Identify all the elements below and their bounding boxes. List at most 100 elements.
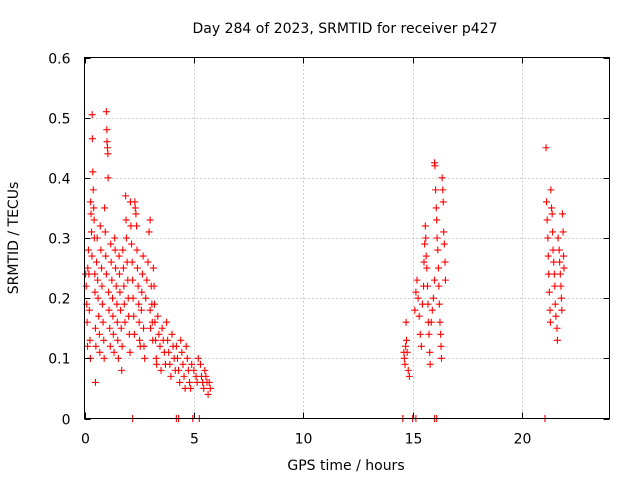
data-point: [550, 270, 558, 278]
data-point: [437, 330, 445, 338]
data-point: [416, 330, 424, 338]
data-point: [118, 366, 126, 374]
data-point: [165, 348, 173, 356]
data-point: [440, 228, 448, 236]
data-point: [558, 210, 566, 218]
data-point: [428, 306, 436, 314]
data-point: [98, 300, 106, 308]
data-point: [84, 264, 92, 272]
data-point: [187, 384, 195, 392]
data-point: [102, 108, 110, 116]
data-point: [103, 126, 111, 134]
data-point: [101, 204, 109, 212]
data-point: [438, 174, 446, 182]
data-point: [122, 192, 130, 200]
data-point: [435, 282, 443, 290]
data-point: [98, 264, 106, 272]
data-point: [122, 216, 130, 224]
data-point: [91, 378, 99, 386]
y-axis-ticks: 0 0.1 0.2 0.3 0.4 0.5 0.6: [48, 52, 610, 429]
data-point: [90, 216, 98, 224]
data-point: [144, 258, 152, 266]
x-tick-label: 20: [514, 432, 532, 448]
data-point: [413, 276, 421, 284]
data-point: [85, 270, 93, 278]
data-point: [555, 246, 563, 254]
data-point: [131, 204, 139, 212]
data-point: [129, 294, 137, 302]
data-point: [109, 294, 116, 302]
data-point: [112, 264, 120, 272]
data-point: [423, 264, 431, 272]
data-point: [544, 252, 552, 260]
data-point: [106, 342, 114, 350]
data-point: [116, 288, 124, 296]
data-point: [130, 312, 138, 320]
data-point: [553, 324, 561, 332]
data-point: [183, 354, 191, 362]
data-point: [158, 324, 166, 332]
data-point: [545, 288, 553, 296]
data-point: [100, 336, 108, 344]
data-point: [82, 282, 90, 290]
data-point: [117, 306, 125, 314]
data-point: [151, 300, 158, 308]
data-point: [434, 246, 442, 254]
data-point: [120, 300, 128, 308]
data-point: [425, 330, 433, 338]
data-point: [152, 336, 160, 344]
data-point: [205, 378, 213, 386]
data-point: [84, 246, 92, 254]
data-point: [420, 258, 428, 266]
data-point: [551, 300, 559, 308]
data-point: [137, 306, 145, 314]
data-point: [411, 306, 419, 314]
data-point: [439, 198, 447, 206]
data-point: [424, 300, 432, 308]
data-point: [94, 294, 102, 302]
data-point: [549, 228, 557, 236]
data-point: [182, 342, 190, 350]
data-point: [414, 294, 422, 302]
data-point: [547, 186, 555, 194]
data-point: [551, 282, 559, 290]
data-point: [157, 366, 165, 374]
data-point: [441, 276, 449, 284]
data-point: [110, 348, 118, 356]
grid: [84, 57, 610, 419]
data-point: [96, 222, 104, 230]
data-point: [433, 234, 441, 242]
data-point: [88, 228, 95, 236]
chart-title: Day 284 of 2023, SRMTID for receiver p42…: [192, 21, 497, 37]
data-point: [89, 186, 97, 194]
data-points: [82, 108, 568, 422]
data-point: [96, 348, 104, 356]
data-point: [552, 312, 560, 320]
data-point: [89, 168, 97, 176]
data-point: [111, 246, 119, 254]
data-point: [431, 162, 439, 170]
data-point: [173, 354, 181, 362]
data-point: [166, 360, 174, 368]
data-point: [167, 372, 175, 380]
data-point: [553, 336, 561, 344]
data-point: [91, 324, 99, 332]
data-point: [546, 306, 554, 314]
data-point: [101, 228, 109, 236]
data-point: [91, 288, 99, 296]
x-axis-label: GPS time / hours: [287, 458, 404, 474]
data-point: [542, 144, 550, 152]
data-point: [129, 276, 137, 284]
data-point: [201, 366, 209, 374]
data-point: [559, 228, 567, 236]
data-point: [91, 270, 99, 278]
data-point: [84, 342, 92, 350]
data-point: [176, 378, 184, 386]
data-point: [116, 270, 123, 278]
data-point: [194, 354, 202, 362]
data-point: [152, 354, 160, 362]
data-point: [135, 300, 143, 308]
data-point: [412, 288, 420, 296]
data-point: [146, 306, 154, 314]
data-point: [401, 360, 409, 368]
